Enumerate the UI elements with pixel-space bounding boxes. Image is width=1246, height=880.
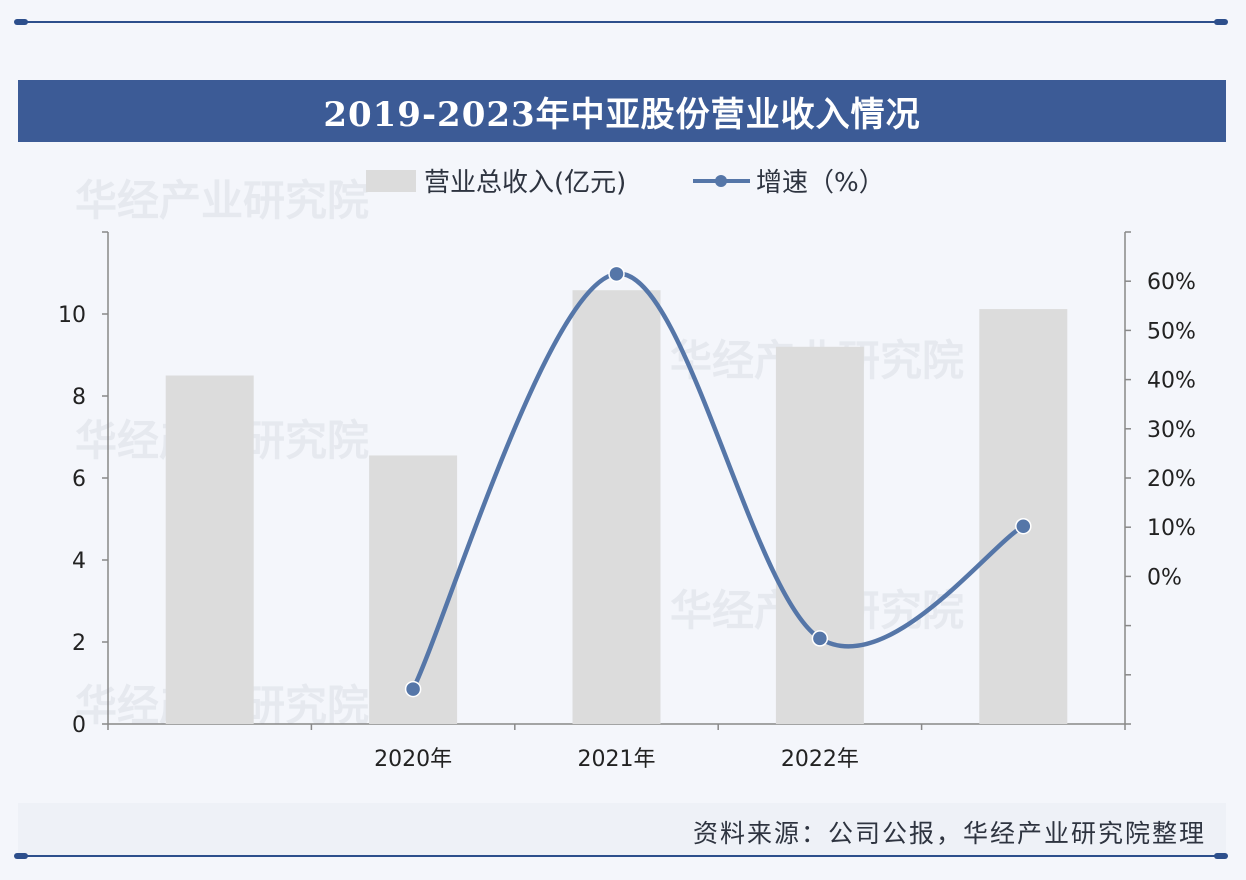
left-tick-label: 6 <box>72 467 86 492</box>
legend-bar-label: 营业总收入(亿元) <box>424 168 626 198</box>
growth-line <box>411 271 1025 691</box>
chart-title: 2019-2023年中亚股份营业收入情况 <box>323 94 921 135</box>
left-tick-label: 10 <box>58 303 86 328</box>
bar <box>572 290 661 724</box>
top-rule-dot-right <box>1214 19 1228 25</box>
left-tick-label: 2 <box>72 631 86 656</box>
x-tick-label: 2020年 <box>374 747 452 772</box>
legend: 营业总收入(亿元) 增速（%） <box>366 168 885 198</box>
growth-point <box>608 265 625 283</box>
source-bar <box>18 803 1226 855</box>
plot-area: 0 2 4 6 8 10 0% 10% 20% 30% 40% 50% 60% 2020年 2021年 202… <box>58 231 1196 772</box>
right-tick-label: 30% <box>1147 418 1196 443</box>
source-note: 资料来源：公司公报，华经产业研究院整理 <box>692 819 1206 848</box>
right-tick-label: 40% <box>1147 369 1196 394</box>
legend-line-label: 增速（%） <box>756 168 885 198</box>
right-tick-label: 50% <box>1147 319 1196 344</box>
watermark-text: 华经产业研究院 <box>75 176 369 225</box>
right-tick-label: 10% <box>1147 516 1196 541</box>
bottom-rule-dot-right <box>1214 853 1228 859</box>
growth-point <box>811 630 829 647</box>
growth-point <box>1015 517 1032 535</box>
bottom-rule <box>18 855 1226 857</box>
left-tick-label: 0 <box>72 713 86 738</box>
left-tick-label: 8 <box>72 385 86 410</box>
legend-line-marker <box>715 175 727 187</box>
left-tick-label: 4 <box>72 549 86 574</box>
bottom-rule-dot-left <box>14 853 28 859</box>
bar <box>369 455 458 724</box>
growth-point <box>404 680 422 698</box>
right-tick-label: 0% <box>1147 565 1182 590</box>
top-rule-dot-left <box>14 19 28 25</box>
title-bar: 2019-2023年中亚股份营业收入情况 <box>18 80 1226 142</box>
bar <box>165 375 254 724</box>
right-tick-label: 20% <box>1147 467 1196 492</box>
legend-bar-swatch <box>366 170 416 192</box>
bar <box>775 346 864 724</box>
bar <box>979 309 1068 724</box>
x-tick-label: 2022年 <box>781 747 859 772</box>
right-tick-label: 60% <box>1147 270 1196 295</box>
x-tick-label: 2021年 <box>578 747 656 772</box>
top-rule <box>18 21 1226 23</box>
